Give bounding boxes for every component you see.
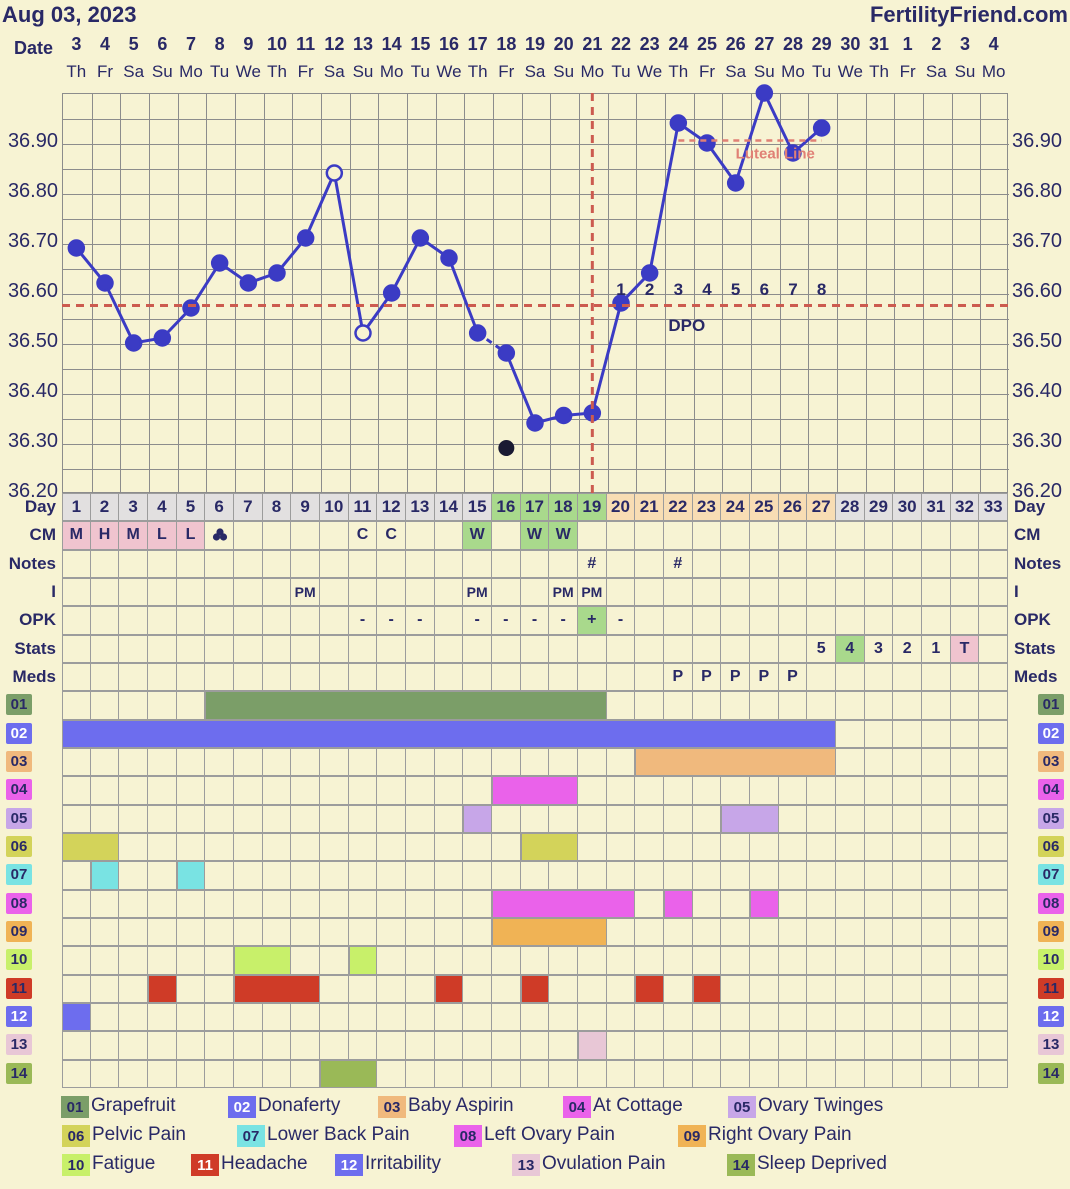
- svg-text:Luteal Line: Luteal Line: [736, 146, 815, 163]
